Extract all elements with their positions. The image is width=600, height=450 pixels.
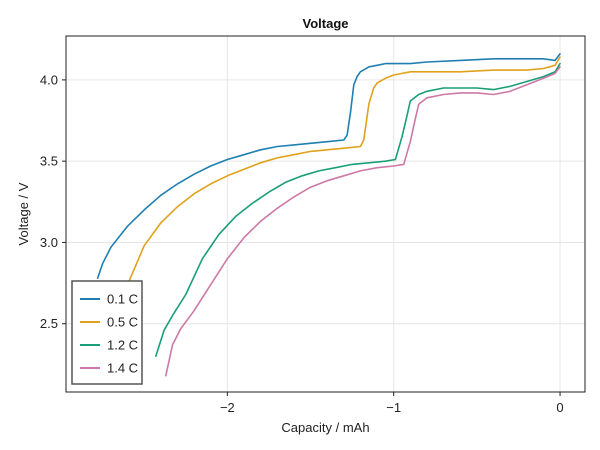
grid xyxy=(66,36,585,392)
series-line-1 xyxy=(96,53,561,280)
y-tick-label: 4.0 xyxy=(40,72,58,87)
plot-frame xyxy=(65,35,586,393)
y-tick-label: 2.5 xyxy=(40,316,58,331)
series-line-3 xyxy=(155,62,561,358)
ticks: −2 −1 0 2.5 3.0 3.5 4.0 xyxy=(40,72,564,415)
series-group xyxy=(96,53,561,377)
y-axis-label: Voltage / V xyxy=(16,182,31,245)
x-axis-label: Capacity / mAh xyxy=(281,420,369,435)
series-line-4 xyxy=(165,66,561,377)
legend-label: 0.5 C xyxy=(107,315,138,330)
x-tick-label: −1 xyxy=(386,400,401,415)
series-line-2 xyxy=(126,56,561,286)
x-tick-label: −2 xyxy=(220,400,235,415)
y-tick-label: 3.0 xyxy=(40,235,58,250)
legend-label: 0.1 C xyxy=(107,292,138,307)
legend-label: 1.2 C xyxy=(107,338,138,353)
legend-label: 1.4 C xyxy=(107,361,138,376)
legend: 0.1 C 0.5 C 1.2 C 1.4 C xyxy=(71,280,143,385)
chart-title: Voltage xyxy=(303,16,349,31)
y-tick-label: 3.5 xyxy=(40,154,58,169)
x-tick-label: 0 xyxy=(556,400,563,415)
